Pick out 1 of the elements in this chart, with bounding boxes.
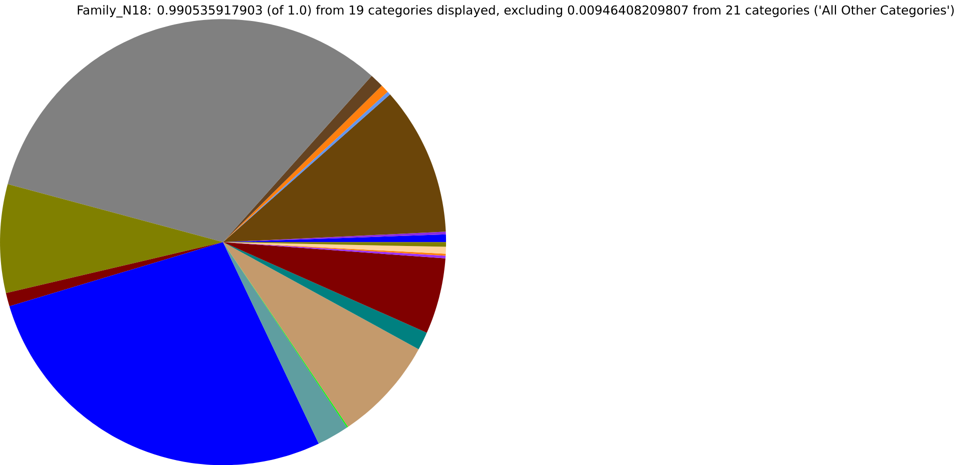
text: Family_N18: 0.990535917903 (of 1.0) from 19 categories displayed, excluding 0.00946408209807 from 21 categories ('All Other Categories') xyxy=(78,5,954,18)
